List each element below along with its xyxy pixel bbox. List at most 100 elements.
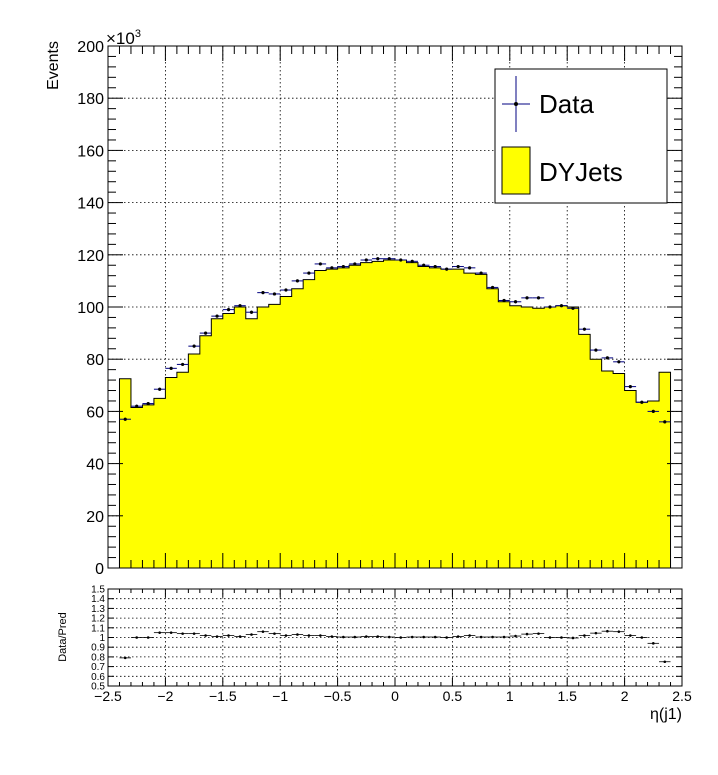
dyjets-bar (153, 398, 166, 568)
ratio-point (498, 635, 510, 639)
data-marker (307, 271, 311, 275)
ratio-marker (663, 660, 667, 664)
data-point (544, 305, 556, 309)
ratio-marker (629, 634, 632, 637)
data-marker (261, 291, 265, 295)
data-marker (376, 257, 380, 261)
data-point (601, 356, 614, 360)
ratio-point (440, 636, 453, 639)
data-point (406, 259, 418, 263)
main-y-tick-label: 200 (77, 39, 104, 56)
dyjets-bar (326, 269, 338, 568)
ratio-marker (123, 656, 127, 660)
x-tick-label: 2 (621, 688, 629, 704)
data-points (119, 257, 671, 424)
data-marker (330, 266, 334, 270)
ratio-marker (296, 633, 299, 636)
dyjets-bar (578, 334, 591, 568)
data-marker (640, 400, 644, 404)
data-marker (468, 266, 472, 270)
data-marker (490, 285, 495, 290)
data-point (142, 401, 154, 406)
data-marker (559, 304, 564, 308)
legend-label-data: Data (539, 89, 594, 119)
data-point (188, 344, 200, 348)
ratio-point (303, 634, 315, 637)
data-marker (158, 387, 162, 391)
data-marker (215, 314, 219, 318)
ratio-marker (353, 635, 357, 639)
data-point (509, 300, 522, 304)
ratio-point (349, 635, 361, 639)
x-tick-label: −1 (272, 688, 288, 704)
data-point (463, 266, 476, 270)
data-point (337, 264, 350, 269)
ratio-point (383, 635, 395, 639)
legend-label-dyjets: DYJets (539, 157, 623, 187)
data-point (165, 366, 177, 370)
ratio-marker (468, 634, 471, 637)
data-point (567, 306, 579, 310)
ratio-point (326, 635, 338, 638)
ratio-marker (284, 634, 288, 637)
ratio-marker (319, 634, 322, 637)
ratio-y-tick-label: 0.6 (91, 672, 105, 683)
dyjets-histogram (118, 259, 672, 568)
ratio-marker (640, 636, 644, 639)
x-tick-label: −0.5 (324, 688, 352, 704)
data-marker (226, 308, 231, 312)
ratio-point (257, 630, 269, 633)
dyjets-bar (291, 288, 304, 568)
ratio-marker (422, 635, 426, 639)
ratio-marker (273, 632, 276, 635)
data-marker (548, 305, 552, 309)
dyjets-bar (199, 335, 212, 568)
ratio-marker (181, 632, 184, 635)
data-marker (169, 366, 173, 370)
dyjets-bar (383, 260, 396, 568)
ratio-marker (456, 635, 460, 638)
dyjets-bar (211, 318, 224, 568)
ratio-y-axis: 0.50.60.70.80.911.11.21.31.41.5 (91, 585, 682, 693)
ratio-marker (158, 631, 161, 634)
ratio-marker (376, 635, 380, 638)
ratio-point (119, 656, 131, 660)
ratio-y-axis-title: Data/Pred (57, 612, 69, 662)
x-tick-label: 1 (506, 688, 514, 704)
ratio-point (417, 635, 430, 639)
ratio-marker (617, 630, 621, 633)
dyjets-bar (222, 313, 235, 568)
ratio-point (578, 634, 591, 637)
y-multiplier-exponent: 3 (135, 28, 141, 40)
data-point (417, 263, 430, 267)
ratio-point (601, 629, 614, 633)
data-marker (364, 258, 368, 262)
ratio-point (245, 633, 258, 636)
ratio-marker (514, 634, 517, 638)
dyjets-bar (452, 269, 465, 568)
data-marker (410, 259, 414, 263)
ratio-point (567, 636, 579, 640)
data-marker (536, 296, 541, 300)
ratio-y-tick-label: 1.4 (91, 594, 105, 605)
legend-entry-dyjets: DYJets (501, 146, 623, 195)
data-point (222, 308, 235, 312)
main-y-tick-label: 20 (86, 509, 104, 526)
ratio-point (590, 631, 602, 635)
data-point (498, 298, 510, 303)
dyjets-bar (372, 261, 384, 568)
ratio-point (234, 635, 246, 638)
ratio-marker (227, 634, 230, 637)
ratio-point (463, 634, 476, 637)
ratio-points (119, 629, 671, 664)
dyjets-bar (463, 273, 476, 568)
dyjets-bar (245, 318, 258, 568)
ratio-marker (399, 636, 403, 639)
x-tick-label: −1.5 (209, 688, 237, 704)
data-point (624, 385, 637, 389)
ratio-y-tick-label: 1.1 (91, 623, 105, 634)
y-axis-multiplier: ×103 (106, 28, 141, 48)
data-marker (617, 360, 621, 364)
